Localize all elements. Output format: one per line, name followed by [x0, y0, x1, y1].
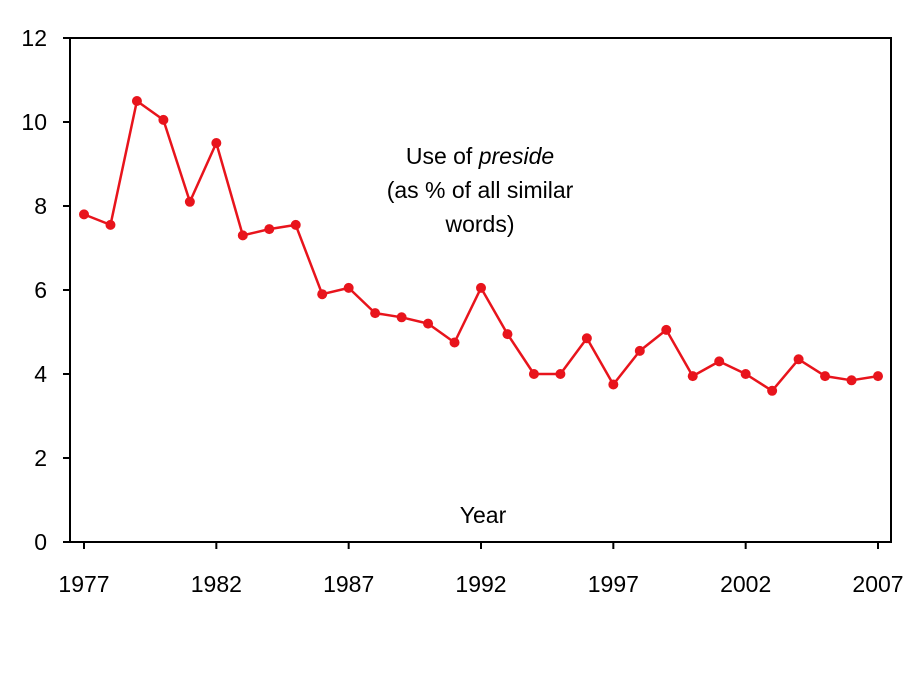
- data-point: [184, 196, 195, 207]
- series-layer: [79, 96, 883, 396]
- data-point: [528, 369, 539, 379]
- data-point: [290, 219, 301, 230]
- x-axis-title: Year: [460, 502, 507, 528]
- x-tick-label: 1982: [191, 571, 242, 597]
- data-point: [767, 385, 778, 396]
- annotation-italic-word: preside: [478, 143, 554, 169]
- x-tick-label: 1992: [455, 571, 506, 597]
- data-point: [211, 138, 222, 148]
- data-point: [873, 371, 883, 382]
- data-point: [423, 318, 434, 329]
- x-axis: 1977 1982 1987 1992 1997 2002 2007: [58, 542, 904, 597]
- data-point: [317, 289, 328, 300]
- data-point: [105, 219, 116, 230]
- data-point: [793, 354, 804, 365]
- data-point: [264, 224, 275, 235]
- y-axis: 0 2 4 6 8 10 12: [21, 25, 70, 555]
- data-point: [131, 96, 142, 106]
- data-point: [714, 356, 725, 367]
- x-tick-label: 1997: [588, 571, 639, 597]
- data-point: [396, 312, 407, 323]
- data-point: [581, 333, 592, 344]
- chart-annotation-line1: Use of preside: [406, 143, 554, 169]
- data-point: [476, 282, 486, 293]
- data-point: [370, 308, 381, 319]
- y-tick-label: 0: [34, 529, 47, 555]
- data-point: [608, 379, 619, 390]
- x-tick-label: 2002: [720, 571, 771, 597]
- data-point: [237, 230, 248, 241]
- data-point: [687, 371, 698, 382]
- y-tick-label: 2: [34, 445, 47, 471]
- y-tick-label: 10: [21, 109, 47, 135]
- y-tick-label: 6: [34, 277, 47, 303]
- data-point: [846, 375, 857, 386]
- data-point: [158, 114, 169, 125]
- data-point: [634, 345, 645, 356]
- y-tick-label: 4: [34, 361, 47, 387]
- data-point: [79, 209, 89, 220]
- y-tick-label: 12: [21, 25, 47, 51]
- x-tick-label: 1977: [58, 571, 109, 597]
- x-tick-label: 1987: [323, 571, 374, 597]
- data-point: [661, 324, 672, 335]
- data-point: [555, 369, 566, 379]
- data-point: [343, 282, 354, 293]
- data-point: [820, 371, 831, 382]
- data-point: [502, 329, 513, 340]
- data-point: [740, 369, 751, 379]
- y-tick-label: 8: [34, 193, 47, 219]
- chart-annotation-line2: (as % of all similar: [387, 177, 574, 203]
- x-tick-label: 2007: [852, 571, 903, 597]
- chart-annotation-line3: words): [444, 211, 514, 237]
- data-point: [449, 337, 460, 348]
- annotation-prefix: Use of: [406, 143, 479, 169]
